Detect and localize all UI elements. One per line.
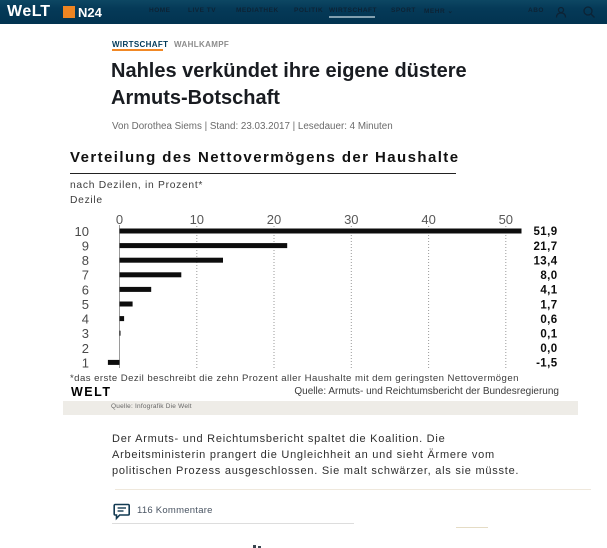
svg-text:-1,5: -1,5 — [536, 358, 558, 370]
svg-text:13,4: 13,4 — [534, 255, 558, 267]
svg-text:20: 20 — [267, 212, 281, 227]
svg-text:5: 5 — [82, 297, 89, 312]
svg-text:51,9: 51,9 — [534, 226, 558, 238]
svg-text:8: 8 — [82, 253, 89, 268]
svg-text:2: 2 — [82, 341, 89, 356]
svg-text:50: 50 — [499, 212, 513, 227]
svg-text:4,1: 4,1 — [540, 285, 557, 297]
svg-text:8,0: 8,0 — [540, 270, 557, 282]
svg-text:3: 3 — [82, 326, 89, 341]
svg-text:9: 9 — [82, 239, 89, 254]
svg-text:0,0: 0,0 — [540, 343, 557, 355]
svg-text:40: 40 — [421, 212, 435, 227]
svg-text:6: 6 — [82, 282, 89, 297]
svg-text:0,1: 0,1 — [540, 329, 557, 341]
svg-text:1,7: 1,7 — [540, 299, 557, 311]
svg-text:21,7: 21,7 — [534, 241, 558, 253]
svg-text:10: 10 — [190, 212, 204, 227]
svg-text:4: 4 — [82, 312, 89, 327]
svg-text:7: 7 — [82, 268, 89, 283]
svg-text:10: 10 — [75, 224, 89, 239]
svg-text:30: 30 — [344, 212, 358, 227]
svg-text:1: 1 — [82, 355, 89, 370]
svg-text:0: 0 — [116, 212, 123, 227]
svg-text:0,6: 0,6 — [540, 314, 557, 326]
